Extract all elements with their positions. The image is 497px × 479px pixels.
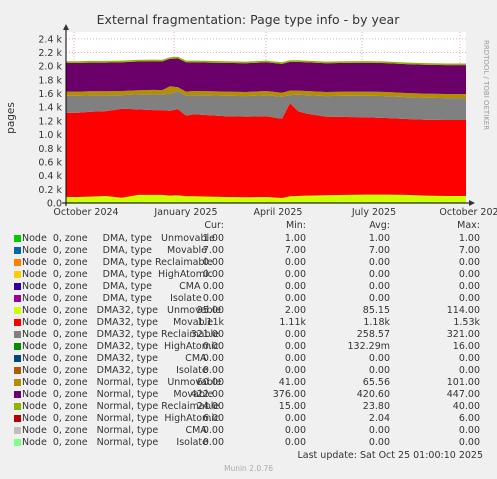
x-tick-label: January 2025: [153, 207, 217, 218]
area-dma32-movable: [66, 103, 466, 198]
chart-title: External fragmentation: Page type info -…: [97, 12, 401, 27]
y-tick-label: 1.4 k: [38, 103, 62, 114]
y-axis-arrow: [63, 24, 69, 30]
area-normal-reclaimable: [66, 56, 466, 66]
y-tick-label: 0.4 k: [38, 171, 62, 182]
side-label: RRDTOOL / TOBI OETIKER: [482, 40, 490, 130]
y-tick-label: 1.6 k: [38, 89, 62, 100]
x-tick-labels: October 2024 January 2025 April 2025 July 2…: [53, 207, 497, 218]
stacked-areas: [66, 56, 466, 203]
x-tick-label: October 2024: [53, 207, 118, 218]
y-tick-label: 2.4 k: [38, 34, 62, 45]
area-dma32-unmovable: [66, 194, 466, 203]
y-tick-labels: 0.0 0.2 k 0.4 k 0.6 k 0.8 k 1.0 k 1.2 k 1.4 k 1.…: [38, 34, 62, 209]
y-tick-label: 2.2 k: [38, 48, 62, 59]
y-tick-label: 1.8 k: [38, 75, 62, 86]
y-tick-label: 2.0 k: [38, 62, 62, 73]
x-tick-label: July 2025: [351, 207, 396, 218]
area-normal-movable: [66, 58, 466, 94]
y-tick-label: 0.0: [47, 199, 62, 210]
y-tick-label: 1.0 k: [38, 130, 62, 141]
area-normal-unmovable: [66, 86, 466, 99]
y-axis-label: pages: [5, 102, 17, 134]
x-tick-label: October 2025: [439, 207, 497, 218]
y-tick-label: 1.2 k: [38, 116, 62, 127]
y-tick-label: 0.2 k: [38, 185, 62, 196]
y-tick-label: 0.6 k: [38, 157, 62, 168]
x-axis-arrow: [469, 200, 475, 206]
area-dma32-reclaimable: [66, 91, 466, 120]
y-tick-label: 0.8 k: [38, 144, 62, 155]
x-tick-label: April 2025: [254, 207, 303, 218]
